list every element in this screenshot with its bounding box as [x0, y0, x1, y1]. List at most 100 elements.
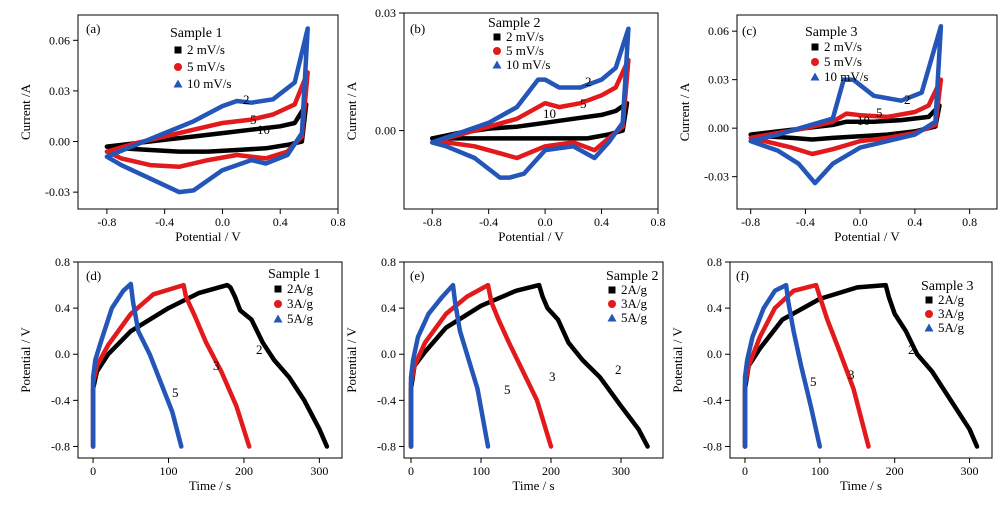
curve-annotation: 10: [543, 106, 556, 121]
data-point: [831, 162, 835, 166]
data-point: [105, 145, 109, 149]
x-tick-label: 100: [160, 464, 178, 478]
data-point: [249, 128, 253, 132]
x-tick-label: 200: [235, 464, 253, 478]
legend-label: 10 mV/s: [824, 69, 868, 84]
data-point: [106, 343, 110, 347]
data-point: [545, 306, 550, 310]
legend-label: 10 mV/s: [187, 76, 231, 91]
chart-panel-e: 0 100 200 300 -0.8 -0.4 0.0 0.4 0.8 Time / s Poten…: [344, 255, 664, 493]
data-point: [949, 398, 953, 402]
data-point: [148, 352, 152, 356]
data-point: [515, 156, 519, 160]
data-point: [285, 153, 289, 157]
legend-label: 2 mV/s: [187, 42, 225, 57]
data-point: [571, 140, 575, 144]
data-point: [325, 444, 329, 449]
data-point: [508, 176, 512, 180]
data-point: [556, 318, 560, 322]
data-point: [776, 149, 780, 153]
legend-marker-triangle: [924, 323, 934, 332]
y-tick-label: 0.00: [708, 121, 729, 135]
data-point: [184, 295, 188, 299]
data-point: [249, 101, 253, 105]
curve-annotation: 5: [250, 112, 257, 127]
data-point: [885, 115, 890, 119]
legend-marker-circle: [493, 47, 501, 55]
x-tick-label: 100: [472, 464, 490, 478]
x-tick-label: -0.8: [741, 215, 760, 229]
legend-marker-triangle: [173, 79, 183, 88]
data-point: [110, 306, 114, 310]
data-point: [762, 306, 766, 310]
y-axis-label: Potential / V: [18, 327, 33, 393]
data-point: [93, 358, 97, 362]
data-point: [600, 93, 604, 97]
data-point: [536, 78, 540, 82]
data-point: [423, 341, 427, 345]
x-tick-label: 200: [886, 464, 904, 478]
y-tick-label: -0.8: [703, 439, 722, 453]
data-point: [797, 162, 801, 166]
x-tick-label: 0: [90, 464, 96, 478]
y-tick-label: 0.4: [55, 301, 70, 315]
y-tick-label: -0.03: [704, 170, 729, 184]
curve-annotation: 10: [857, 113, 870, 128]
data-point: [444, 326, 448, 330]
legend-marker-triangle: [492, 60, 502, 69]
data-point: [220, 168, 224, 172]
y-tick-label: -0.4: [51, 393, 70, 407]
data-point: [614, 85, 618, 90]
panel-label: (e): [410, 268, 424, 283]
data-point: [899, 99, 903, 103]
data-point: [607, 140, 611, 144]
curve-annotation: 2: [256, 342, 263, 357]
data-point: [453, 300, 457, 304]
y-tick-label: 0.00: [375, 124, 396, 138]
data-point: [549, 444, 553, 449]
plot-frame: [77, 14, 339, 210]
data-point: [809, 404, 813, 408]
data-point: [790, 146, 794, 150]
y-axis-label: Current / A: [677, 82, 692, 141]
x-tick-label: 0.4: [594, 215, 609, 229]
data-point: [233, 295, 237, 299]
x-tick-label: 100: [811, 464, 829, 478]
data-point: [228, 285, 232, 289]
data-point: [264, 146, 268, 150]
curve-annotation: 5: [876, 105, 883, 120]
data-point: [177, 150, 181, 154]
y-tick-label: 0.8: [707, 255, 722, 269]
data-point: [814, 283, 818, 287]
y-tick-label: -0.03: [45, 185, 70, 199]
data-point: [810, 152, 814, 156]
legend-label: 5 mV/s: [187, 59, 225, 74]
data-point: [129, 329, 133, 333]
data-point: [159, 381, 163, 385]
x-tick-label: 0: [408, 464, 414, 478]
y-axis-label: Potential / V: [670, 327, 685, 393]
data-point: [636, 427, 641, 431]
data-point: [578, 85, 583, 90]
data-point: [585, 136, 590, 140]
data-point: [119, 156, 123, 160]
legend-marker-circle: [608, 300, 616, 308]
data-point: [293, 121, 297, 125]
x-axis-label: Potential / V: [834, 229, 900, 244]
data-point: [220, 121, 224, 125]
legend-title: Sample 2: [606, 269, 659, 284]
x-tick-label: 0.4: [273, 215, 288, 229]
data-point: [885, 139, 890, 143]
data-point: [234, 404, 238, 408]
y-tick-label: -0.8: [377, 439, 396, 453]
data-point: [238, 308, 242, 312]
data-point: [866, 444, 871, 449]
curve-annotation: 2: [904, 92, 911, 107]
data-point: [235, 99, 239, 103]
series-line-10-mv-s: [104, 26, 310, 195]
curve-annotation: 3: [213, 358, 220, 373]
data-point: [197, 291, 201, 295]
data-point: [872, 120, 876, 124]
data-point: [264, 161, 268, 166]
legend-marker-triangle: [273, 314, 283, 323]
